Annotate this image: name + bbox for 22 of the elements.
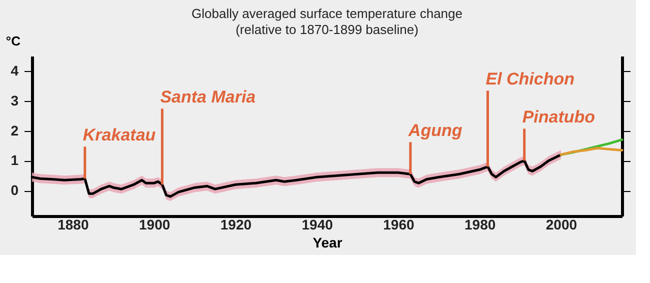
- x-tick-label: 1980: [464, 216, 496, 232]
- ref-line-label: Pinatubo: [522, 108, 596, 127]
- line-series: [560, 146, 624, 156]
- ref-line-label: Agung: [407, 121, 463, 140]
- y-tick-label: 1: [10, 152, 19, 168]
- y-tick-label: 4: [10, 62, 19, 78]
- y-tick-label: 0: [10, 182, 19, 198]
- x-tick-label: 1960: [383, 216, 414, 232]
- x-tick-label: 1900: [138, 216, 170, 232]
- ref-line-label: Santa Maria: [160, 88, 256, 107]
- y-tick-label: 2: [10, 122, 19, 138]
- y-tick-label: 3: [10, 92, 19, 108]
- ref-line-label: El Chichon: [486, 70, 575, 89]
- x-tick-label: 2000: [546, 216, 578, 232]
- chart-subtitle: (relative to 1870-1899 baseline): [236, 22, 418, 37]
- x-tick-label: 1880: [58, 216, 89, 232]
- y-axis-title: °C: [6, 34, 22, 48]
- x-tick-label: 1940: [302, 216, 334, 232]
- ref-line-label: Krakatau: [82, 126, 156, 145]
- x-tick-label: 1920: [220, 216, 252, 232]
- chart-title: Globally averaged surface temperature change: [192, 6, 462, 21]
- x-axis-title: Year: [312, 234, 343, 250]
